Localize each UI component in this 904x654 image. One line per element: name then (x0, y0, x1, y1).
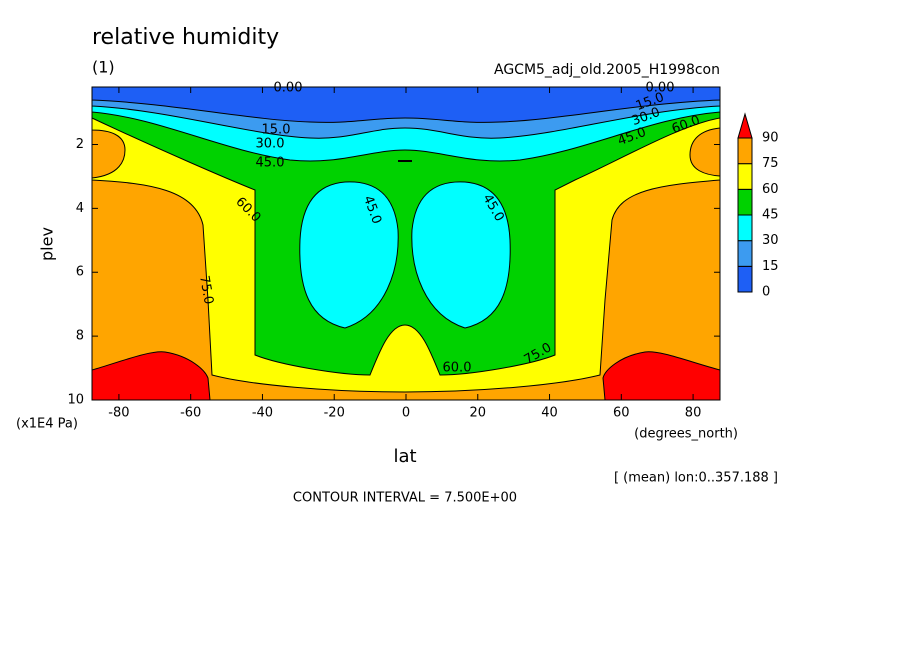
footer: CONTOUR INTERVAL = 7.500E+00 (293, 491, 517, 506)
colorbar-box (737, 188, 753, 216)
chart-title: relative humidity (92, 25, 279, 50)
y-tick-label: 10 (67, 393, 84, 408)
colorbar-box (737, 240, 753, 267)
x-tick-label: 40 (541, 406, 558, 421)
contour-label: 15.0 (262, 123, 291, 138)
colorbar-label: 75 (762, 156, 779, 171)
colorbar-box (737, 163, 753, 190)
x-tick-label: -20 (324, 406, 345, 421)
x-tick-label: 60 (613, 406, 630, 421)
note: [ (mean) lon:0..357.188 ] (614, 471, 778, 486)
colorbar-label: 45 (762, 208, 779, 223)
contour-fill (602, 351, 721, 401)
dataset-label: AGCM5_adj_old.2005_H1998con (494, 62, 720, 78)
contour-label: 0.00 (646, 81, 675, 96)
colorbar-box (737, 214, 753, 242)
contour-fill (299, 181, 399, 329)
y-tick-label: 6 (76, 265, 84, 280)
colorbar-label: 90 (762, 131, 779, 146)
colorbar-box (737, 137, 753, 165)
x-tick-label: 20 (469, 406, 486, 421)
x-axis-label: lat (393, 446, 416, 467)
contour-label: 60.0 (443, 361, 472, 376)
x-units: (degrees_north) (634, 427, 738, 442)
x-tick-label: -80 (108, 406, 129, 421)
y-tick-label: 4 (76, 201, 84, 216)
contour-label: 0.00 (274, 81, 303, 96)
colorbar-label: 60 (762, 182, 779, 197)
colorbar-label: 30 (762, 233, 779, 248)
colorbar-box (737, 265, 753, 293)
x-tick-label: 0 (402, 406, 410, 421)
contour-fill (91, 351, 211, 401)
contour-label: 30.0 (256, 137, 285, 152)
contour-fill (91, 104, 721, 376)
colorbar-triangle (737, 112, 753, 139)
contour-label: 75.0 (196, 274, 216, 305)
colorbar-label: 15 (762, 259, 779, 274)
contour-fill (411, 181, 511, 329)
y-axis-label: plev (38, 227, 57, 261)
x-tick-label: -60 (180, 406, 201, 421)
colorbar-label: 0 (762, 285, 770, 300)
subtitle: (1) (92, 58, 115, 77)
y-tick-label: 2 (76, 137, 84, 152)
y-units: (x1E4 Pa) (16, 417, 78, 432)
x-tick-label: 80 (685, 406, 702, 421)
contour-label: 45.0 (256, 156, 285, 171)
y-tick-label: 8 (76, 329, 84, 344)
contour-fill (91, 86, 721, 123)
x-tick-label: -40 (252, 406, 273, 421)
